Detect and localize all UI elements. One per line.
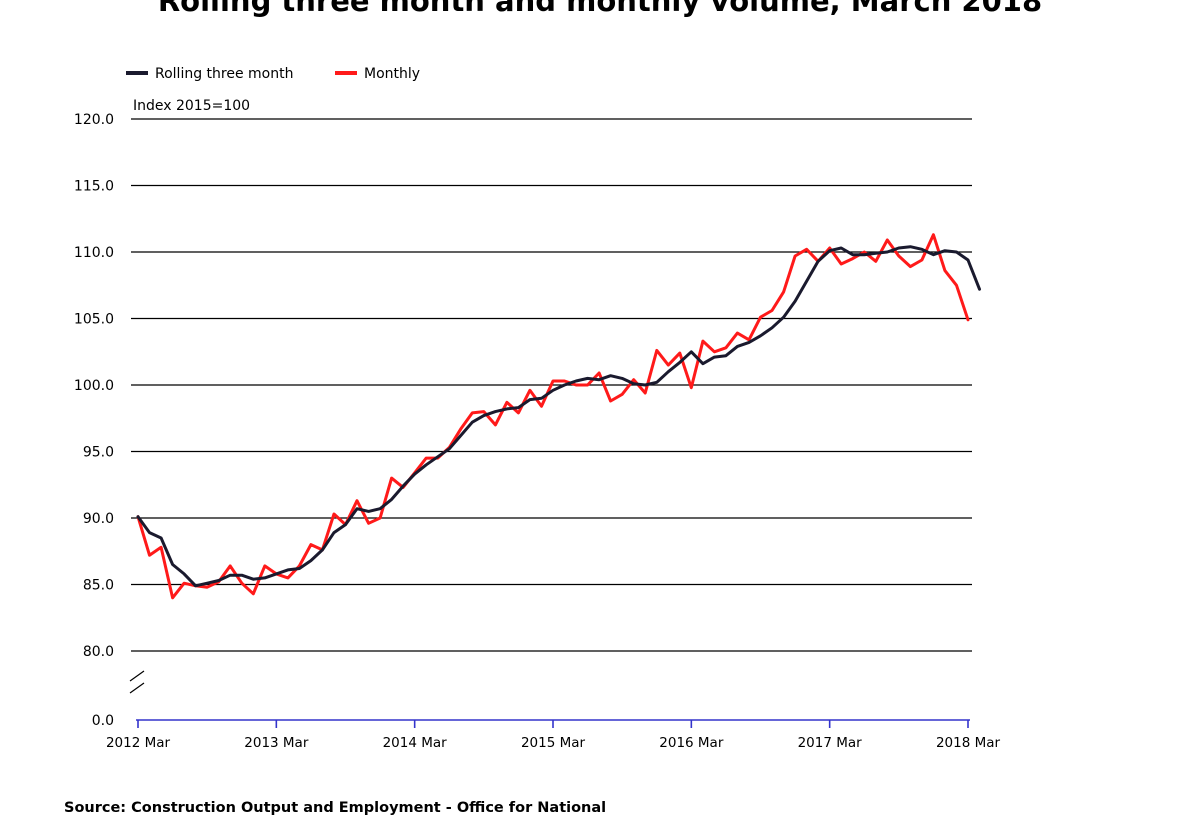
series-lines [136,233,981,600]
x-tick-label: 2014 Mar [383,735,448,751]
y-axis-break [129,670,145,694]
y-tick-label: 120.0 [74,112,114,128]
y-tick-label: 80.0 [83,644,114,660]
y-tick-label: 95.0 [83,445,114,461]
legend-label-monthly: Monthly [364,66,420,82]
series-line-rolling-three-month [136,245,981,588]
y-tick-label: 115.0 [74,179,114,195]
x-tick-label: 2013 Mar [244,735,309,751]
line-chart: 120.0 115.0 110.0 105.0 100.0 95.0 90.0 85.0 80.… [74,66,1001,751]
legend-label-rolling: Rolling three month [155,66,293,82]
y-tick-label: 105.0 [74,312,114,328]
y-tick-label: 90.0 [83,511,114,527]
y-tick-label: 85.0 [83,578,114,594]
page-title: Rolling three month and monthly volume, … [157,0,1043,18]
x-tick-label: 2015 Mar [521,735,586,751]
series-line-monthly [136,233,970,600]
y-tick-label: 110.0 [74,245,114,261]
source-note: Source: Construction Output and Employme… [64,800,607,816]
y-tick-label: 100.0 [74,378,114,394]
x-tick-label: 2018 Mar [936,735,1001,751]
y-tick-label-zero: 0.0 [92,713,114,729]
y-axis-label: Index 2015=100 [133,98,250,114]
x-tick-label: 2016 Mar [659,735,724,751]
x-tick-label: 2017 Mar [798,735,863,751]
legend: Rolling three month Monthly [126,66,420,82]
y-axis-ticks: 120.0 115.0 110.0 105.0 100.0 95.0 90.0 85.0 80.… [74,112,114,729]
x-axis: 2012 Mar 2013 Mar 2014 Mar 2015 Mar 2016 Mar… [106,719,1001,751]
x-tick-label: 2012 Mar [106,735,171,751]
